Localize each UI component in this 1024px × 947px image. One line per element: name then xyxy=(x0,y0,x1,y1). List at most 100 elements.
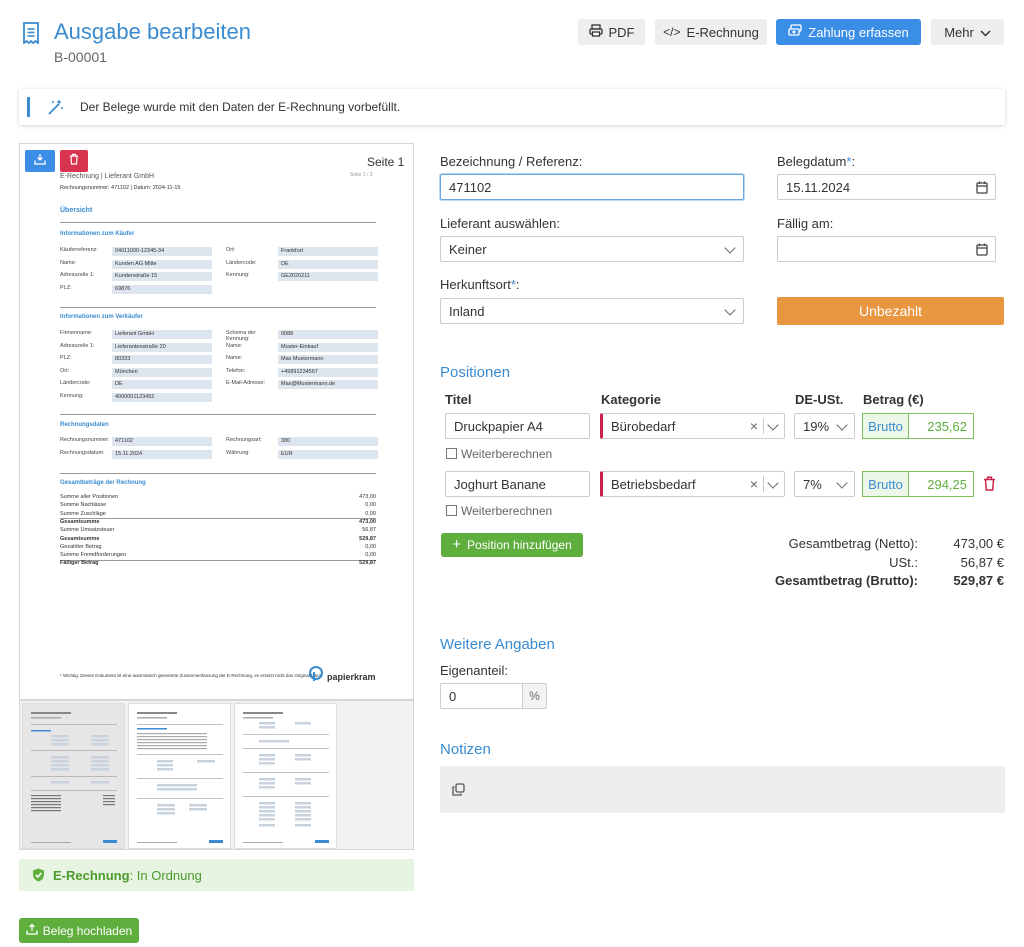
page-indicator: Seite 1 xyxy=(367,155,405,169)
payment-status-button[interactable]: Unbezahlt xyxy=(777,297,1004,325)
position-ust-value: 19% xyxy=(803,418,830,434)
weiterberechnen-checkbox[interactable] xyxy=(446,448,457,459)
notizen-title: Notizen xyxy=(440,741,491,758)
doc-field-label: Telefon: xyxy=(226,367,246,374)
position-ust-select[interactable]: 7% xyxy=(794,471,855,497)
doc-buyer-heading: Informationen zum Käufer xyxy=(60,231,135,237)
summary-brutto-label: Gesamtbetrag (Brutto): xyxy=(774,573,918,588)
document-preview[interactable]: Seite 1 E-Rechnung | Lieferant GmbH Rech… xyxy=(19,143,414,700)
summary-netto-label: Gesamtbetrag (Netto): xyxy=(788,536,918,551)
calendar-icon[interactable] xyxy=(976,181,988,197)
faellig-label: Fällig am: xyxy=(777,216,834,231)
position-titel-input[interactable]: Druckpapier A4 xyxy=(445,413,590,439)
position-hinzufuegen-button[interactable]: + Position hinzufügen xyxy=(441,533,583,557)
eigenanteil-input[interactable]: 0 % xyxy=(440,683,547,709)
position-titel-input[interactable]: Joghurt Banane xyxy=(445,471,590,497)
doc-field-value: DE xyxy=(112,380,212,389)
page-thumbnails xyxy=(19,700,414,850)
lieferant-value: Keiner xyxy=(449,241,487,257)
doc-total-label: Summe Zuschläge xyxy=(60,510,106,517)
clear-icon[interactable]: × xyxy=(749,418,758,434)
doc-footer-note: * Wichtig: Dieses Dokument ist eine auto… xyxy=(60,673,321,678)
doc-total-label: Summe aller Positionen xyxy=(60,494,119,500)
doc-total-divider xyxy=(60,518,376,519)
delete-document-button[interactable] xyxy=(60,150,88,172)
doc-field-label: Rechnungsnummer: xyxy=(60,437,110,443)
plus-icon: + xyxy=(452,536,461,553)
doc-field-value: +49891234567 xyxy=(278,367,378,377)
beleg-hochladen-label: Beleg hochladen xyxy=(42,923,133,938)
doc-field-value: Max@Mustermann.de xyxy=(278,380,378,389)
eigenanteil-unit: % xyxy=(522,684,546,708)
zahlung-erfassen-button[interactable]: Zahlung erfassen xyxy=(776,19,921,45)
doc-field-label: Name: xyxy=(60,259,77,266)
summary-ust-label: USt.: xyxy=(889,555,918,570)
belegdatum-input[interactable]: 15.11.2024 xyxy=(777,174,996,200)
chevron-down-icon xyxy=(836,419,848,431)
calendar-icon[interactable] xyxy=(976,243,988,259)
position-kategorie-select[interactable]: Bürobedarf × xyxy=(600,413,785,439)
thumbnail-page-2[interactable] xyxy=(128,703,231,849)
mehr-dropdown-button[interactable]: Mehr xyxy=(931,19,1004,45)
chevron-down-icon xyxy=(836,477,848,489)
doc-total-label: Summe Fremdforderungen xyxy=(60,552,127,559)
doc-total-value: 473,00 xyxy=(359,518,376,525)
beleg-hochladen-button[interactable]: Beleg hochladen xyxy=(19,918,139,943)
erechnung-status-value: : In Ordnung xyxy=(129,868,202,883)
position-betrag-field[interactable]: Brutto 235,62 xyxy=(862,413,974,439)
brutto-toggle[interactable]: Brutto xyxy=(863,414,909,438)
position-ust-select[interactable]: 19% xyxy=(794,413,855,439)
erechnung-status: E-Rechnung: In Ordnung xyxy=(19,859,414,891)
doc-total-value: 529,87 xyxy=(359,535,376,542)
doc-total-value: 56,87 xyxy=(362,527,376,534)
position-hinzufuegen-label: Position hinzufügen xyxy=(467,538,572,552)
erechnung-button[interactable]: </> E-Rechnung xyxy=(655,19,767,45)
doc-total-value: 473,00 xyxy=(359,494,376,500)
doc-field-value: Kunden AG Mitte xyxy=(112,259,212,269)
doc-field-label: Währung: xyxy=(226,450,250,456)
doc-field-value: Frankfurt xyxy=(278,247,378,256)
notice-text: Der Belege wurde mit den Daten der E-Rec… xyxy=(80,100,401,114)
printer-icon xyxy=(588,24,603,40)
weiterberechnen-checkbox[interactable] xyxy=(446,505,457,516)
position-kategorie-select[interactable]: Betriebsbedarf × xyxy=(600,471,785,497)
trash-icon xyxy=(983,476,996,495)
lieferant-select[interactable]: Keiner xyxy=(440,236,744,262)
clear-icon[interactable]: × xyxy=(749,476,758,492)
brutto-toggle[interactable]: Brutto xyxy=(863,472,909,496)
doc-field-label: Ländercode: xyxy=(60,380,91,386)
doc-field-label: Adresszeile 1: xyxy=(60,272,95,278)
money-stack-icon xyxy=(788,24,802,40)
pdf-button[interactable]: PDF xyxy=(578,19,645,45)
copy-icon[interactable] xyxy=(452,783,465,801)
doc-field-value: 80333 xyxy=(112,355,212,364)
thumbnail-page-1[interactable] xyxy=(22,703,125,849)
bezeichnung-input[interactable]: 471102 xyxy=(440,174,744,200)
positionen-title: Positionen xyxy=(440,364,511,381)
trash-icon xyxy=(69,152,79,170)
doc-field-label: Schema der Kennung: xyxy=(226,330,256,342)
herkunft-select[interactable]: Inland xyxy=(440,298,744,324)
download-button[interactable] xyxy=(25,150,55,172)
doc-total-value: 0,00 xyxy=(365,552,376,559)
papierkram-logo: papierkram xyxy=(309,666,376,687)
position-betrag-field[interactable]: Brutto 294,25 xyxy=(862,471,974,497)
doc-divider xyxy=(60,414,376,415)
doc-total-value: 0,00 xyxy=(365,510,376,517)
erechnung-button-label: E-Rechnung xyxy=(686,24,759,40)
summary-ust-value: 56,87 € xyxy=(960,555,1004,570)
thumbnail-page-3[interactable] xyxy=(234,703,337,849)
position-titel-value: Druckpapier A4 xyxy=(454,418,543,434)
pdf-button-label: PDF xyxy=(608,24,635,40)
doc-field-value: Kundenstraße 15 xyxy=(112,272,212,281)
doc-field-value: 69876 xyxy=(112,284,212,294)
delete-position-button[interactable] xyxy=(983,476,996,496)
doc-field-label: Käuferreferenz: xyxy=(60,247,98,253)
prefill-notice: Der Belege wurde mit den Daten der E-Rec… xyxy=(19,89,1005,125)
notizen-editor[interactable] xyxy=(440,766,1005,813)
doc-field-value: Lieferant GmbH xyxy=(112,330,212,339)
col-header-titel: Titel xyxy=(445,392,472,407)
faellig-input[interactable] xyxy=(777,236,996,262)
doc-header: E-Rechnung | Lieferant GmbH xyxy=(60,173,155,180)
magic-wand-icon xyxy=(47,98,65,121)
